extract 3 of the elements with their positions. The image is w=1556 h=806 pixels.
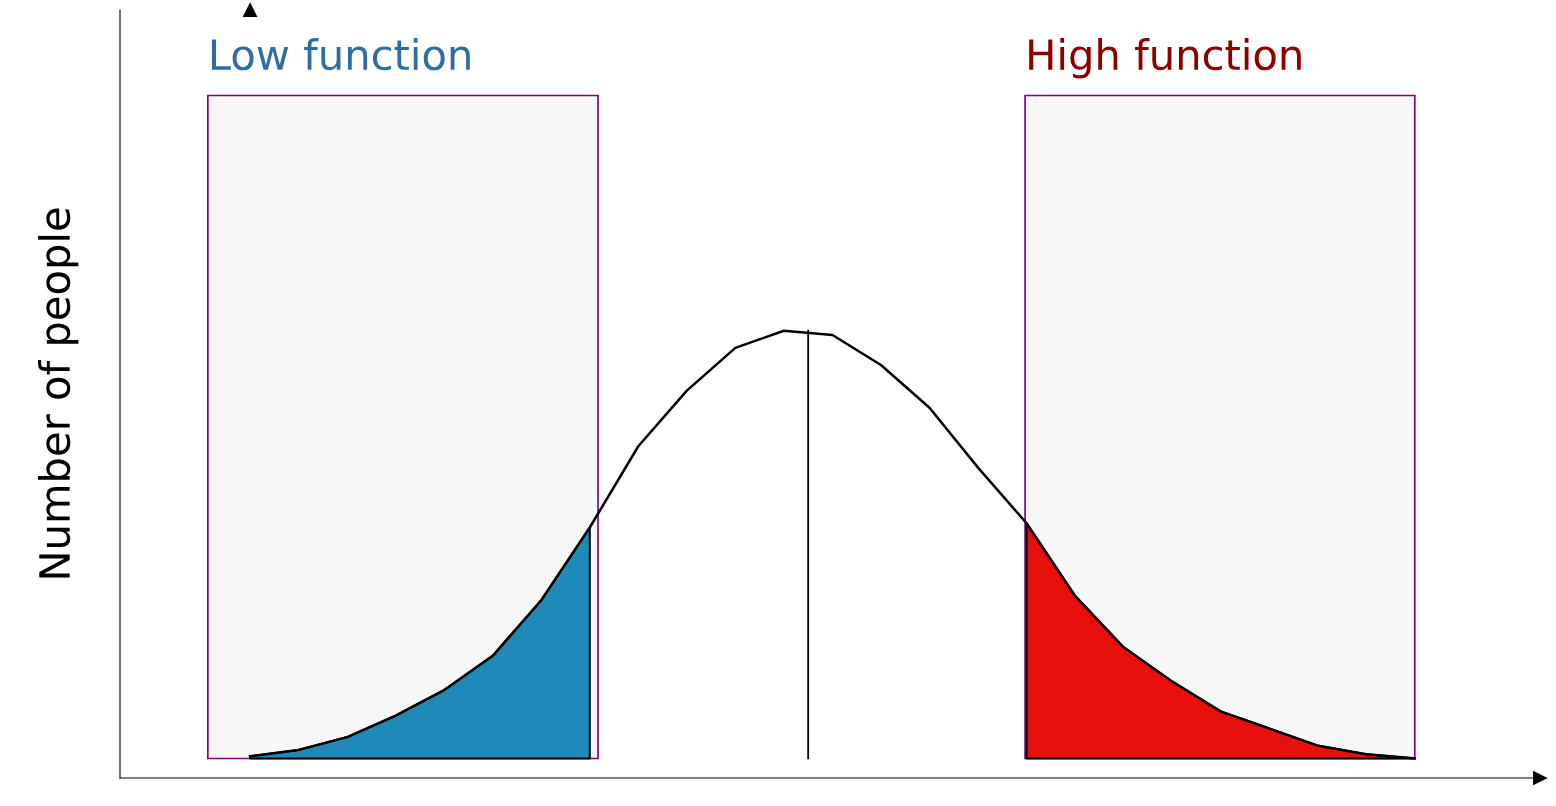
text: Low function	[211, 38, 470, 71]
text: High function	[1029, 38, 1301, 79]
y-axis-title: Number of people	[38, 208, 79, 578]
